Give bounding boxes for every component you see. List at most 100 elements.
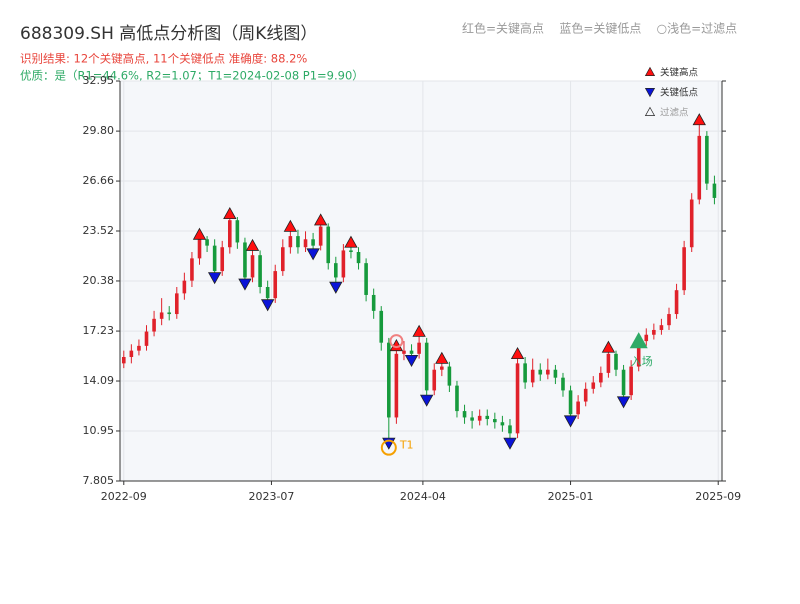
- candle-body: [538, 369, 543, 375]
- candle-body: [667, 314, 671, 326]
- x-tick-label: 2023-07: [248, 490, 294, 503]
- candle-body: [606, 353, 611, 373]
- y-tick-label: 32.95: [83, 74, 115, 87]
- candle-body: [424, 342, 429, 391]
- candle-body: [250, 255, 255, 278]
- legend-symbol: [644, 66, 656, 76]
- low-point: [260, 299, 275, 312]
- candle-body: [674, 290, 679, 315]
- candle-body: [349, 250, 353, 253]
- high-point: [344, 235, 358, 248]
- low-point: [207, 272, 222, 285]
- candle-body: [220, 247, 225, 272]
- candle-body: [546, 369, 550, 375]
- candle-body: [371, 294, 376, 311]
- high-point: [510, 346, 525, 360]
- candle-body: [121, 356, 126, 364]
- candle-body: [243, 242, 247, 278]
- candle-body: [417, 342, 421, 354]
- candle-body: [689, 199, 694, 248]
- quality-note: 优质：是（R1=44.6%, R2=1.07；T1=2024-02-08 P1=…: [20, 69, 364, 83]
- candle-body: [515, 363, 520, 434]
- candle-body: [334, 263, 338, 278]
- candle-body: [273, 271, 278, 299]
- y-tick-label: 23.52: [83, 224, 115, 237]
- high-point: [313, 213, 328, 226]
- candle-body: [485, 415, 490, 420]
- high-point: [223, 207, 237, 220]
- y-tick-label: 20.38: [83, 274, 115, 287]
- x-tick-label: 2025-01: [548, 490, 594, 503]
- low-point: [238, 278, 252, 291]
- candle-body: [455, 385, 459, 412]
- candle-body: [311, 239, 315, 246]
- x-tick-label: 2025-09: [695, 490, 741, 503]
- t1-marker: [380, 439, 397, 456]
- candle-body: [159, 312, 164, 319]
- y-tick-label: 29.80: [83, 124, 115, 137]
- candle-body: [288, 236, 293, 248]
- low-point: [616, 396, 631, 409]
- candle-body: [447, 366, 452, 386]
- candle-body: [682, 247, 686, 291]
- low-point: [329, 281, 343, 294]
- candle-body: [205, 239, 209, 246]
- low-point: [419, 394, 434, 407]
- candle-body: [182, 280, 187, 294]
- candle-body: [152, 318, 156, 332]
- high-point: [412, 324, 426, 337]
- legend-label: 过滤点: [660, 107, 689, 119]
- low-point: [503, 437, 517, 450]
- filtered-point: [389, 334, 404, 349]
- high-point: [435, 351, 449, 364]
- candle-body: [500, 422, 505, 426]
- candle-body: [341, 250, 346, 278]
- candle-body: [137, 345, 141, 351]
- entry-label: 入场: [631, 354, 653, 368]
- entry-marker: [629, 332, 648, 349]
- candle-body: [227, 220, 232, 248]
- low-point: [306, 248, 320, 261]
- candle-body: [402, 350, 406, 354]
- candle-body: [659, 325, 664, 330]
- candle-body: [652, 329, 656, 335]
- candle-body: [644, 334, 649, 342]
- candle-body: [318, 226, 323, 246]
- y-tick-label: 10.95: [83, 424, 115, 437]
- candle-body: [636, 341, 641, 367]
- candle-body: [364, 263, 368, 295]
- candle-body: [614, 353, 618, 370]
- candle-body: [508, 425, 512, 434]
- subtitle: 识别结果: 12个关键高点, 11个关键低点 准确度: 88.2%: [20, 52, 307, 66]
- candle-body: [621, 369, 626, 396]
- candle-body: [462, 411, 467, 418]
- candle-body: [712, 183, 717, 198]
- legend-label: 关键高点: [660, 67, 699, 79]
- t1-label: T1: [399, 439, 414, 452]
- legend-label: 关键低点: [660, 87, 699, 99]
- candle-body: [265, 287, 270, 299]
- candle-body: [258, 255, 262, 288]
- high-point: [601, 340, 616, 353]
- candle-body: [583, 388, 588, 402]
- candle-body: [356, 252, 361, 264]
- candle-body: [705, 135, 709, 184]
- candle-body: [432, 369, 437, 391]
- high-point: [283, 219, 298, 232]
- candle-body: [190, 258, 194, 281]
- candle-body: [296, 236, 300, 248]
- candle-body: [212, 245, 217, 272]
- x-tick-label: 2022-09: [101, 490, 147, 503]
- candle-body: [576, 401, 580, 415]
- y-tick-label: 7.805: [83, 474, 115, 487]
- legend-symbol: [644, 88, 656, 98]
- candle-body: [303, 239, 308, 248]
- candle-body: [197, 239, 202, 259]
- low-point: [563, 415, 578, 428]
- candle-body: [629, 366, 633, 396]
- candle-body: [144, 331, 149, 346]
- candle-body: [553, 369, 558, 378]
- candle-body: [470, 417, 474, 421]
- candle-body: [281, 247, 285, 272]
